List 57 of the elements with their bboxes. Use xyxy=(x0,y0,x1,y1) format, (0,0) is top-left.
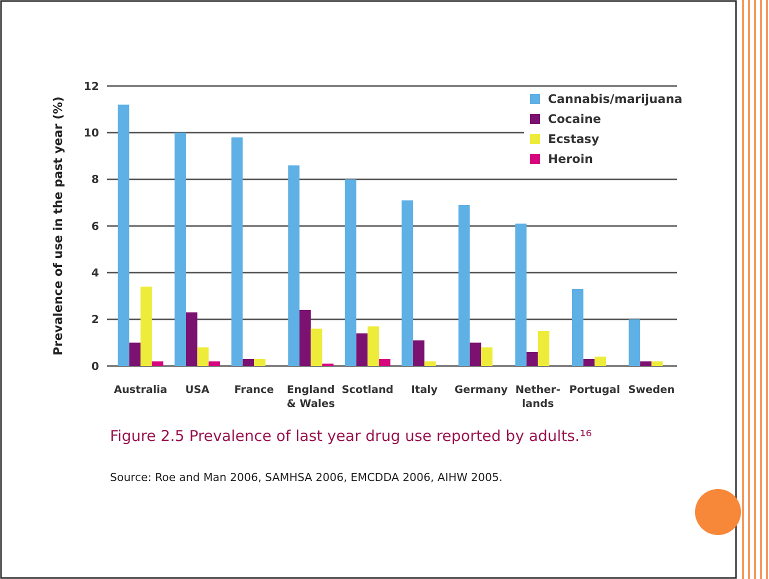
bar xyxy=(118,104,130,366)
bar xyxy=(572,289,584,366)
x-tick-label: Italy xyxy=(411,384,438,396)
bar xyxy=(640,361,652,366)
bar xyxy=(208,361,220,366)
y-tick-label: 4 xyxy=(91,266,100,280)
bar xyxy=(424,361,436,366)
y-axis-title: Prevalence of use in the past year (%) xyxy=(51,96,65,356)
x-tick-label: England & Wales xyxy=(286,384,335,410)
x-tick-label: Nether-lands xyxy=(515,384,560,410)
bar xyxy=(299,310,311,366)
source-note: Source: Roe and Man 2006, SAMHSA 2006, EMCDDA 2006, AIHW 2005. xyxy=(110,471,502,484)
bar xyxy=(356,333,368,366)
x-tick-label: Australia xyxy=(114,384,168,396)
bar xyxy=(481,347,493,366)
x-tick-label: Sweden xyxy=(628,384,675,396)
x-tick-label: Portugal xyxy=(569,384,620,396)
bar xyxy=(583,359,595,366)
x-tick-label: Scotland xyxy=(342,384,394,396)
bar xyxy=(288,165,300,366)
bar xyxy=(378,359,390,366)
bar xyxy=(526,352,538,366)
bar xyxy=(152,361,164,366)
y-tick-label: 2 xyxy=(91,313,99,326)
bar xyxy=(402,200,414,366)
legend-label: Ecstasy xyxy=(548,132,600,146)
y-tick-label: 10 xyxy=(84,126,100,140)
text: Figure 2.5 Prevalence of last year drug use reported by adults.¹⁶ xyxy=(110,427,592,445)
bar xyxy=(310,328,322,366)
legend-label: Cannabis/marijuana xyxy=(548,92,682,106)
bar xyxy=(368,326,379,366)
bar xyxy=(197,347,209,366)
x-tick-label: USA xyxy=(185,384,210,396)
bar xyxy=(231,137,243,366)
y-tick-label: 0 xyxy=(91,360,100,373)
legend-label: Cocaine xyxy=(548,112,602,126)
y-tick-label: 6 xyxy=(91,220,100,233)
legend-label: Heroin xyxy=(548,152,593,166)
bar xyxy=(186,312,198,366)
bar xyxy=(242,359,254,366)
bar xyxy=(628,319,640,366)
bar xyxy=(470,342,482,366)
bar xyxy=(594,356,606,366)
bar xyxy=(515,224,527,366)
bar xyxy=(140,286,152,366)
x-tick-label: Germany xyxy=(454,384,508,396)
bar xyxy=(651,361,663,366)
y-tick-label: 8 xyxy=(91,173,99,186)
bar xyxy=(129,342,141,366)
y-tick-label: 12 xyxy=(84,80,99,93)
bar xyxy=(174,132,186,366)
bar xyxy=(538,331,550,366)
x-tick-label: France xyxy=(234,384,274,396)
bar xyxy=(458,205,470,366)
bar xyxy=(413,340,424,366)
bar xyxy=(344,179,356,366)
bar xyxy=(254,359,266,366)
